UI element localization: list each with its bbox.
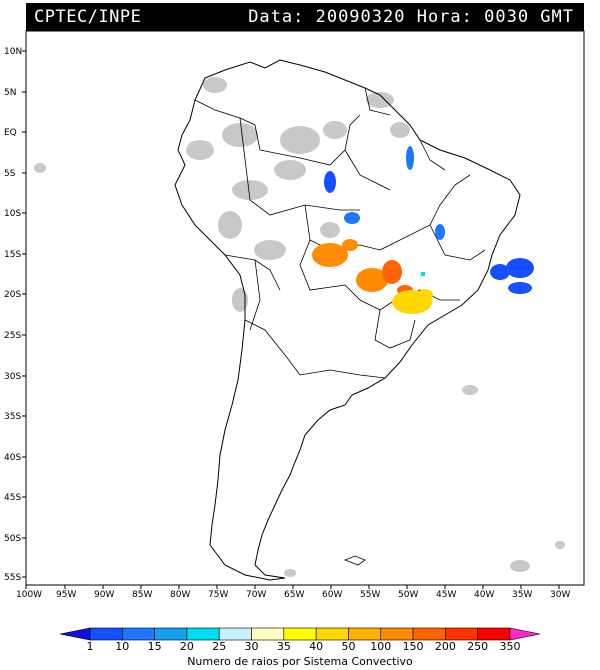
legend-swatch [315, 627, 349, 641]
cloud-cover [34, 77, 565, 577]
lat-label: 55S [4, 573, 21, 583]
lat-label: EQ [4, 128, 17, 138]
legend-swatch [218, 627, 252, 641]
legend-tick-labels: 1 10 15 20 25 30 35 40 50 100 150 200 250 350 [87, 640, 521, 653]
legend-tick-label: 10 [115, 640, 129, 653]
legend-swatch [509, 627, 541, 641]
legend-tick-label: 20 [180, 640, 194, 653]
lat-label: 45S [4, 493, 21, 503]
lon-label: 95W [56, 590, 76, 600]
lat-label: 20S [4, 290, 21, 300]
latitude-labels: 10N 5N EQ 5S 10S 15S 20S 25S 30S 35S 40S… [4, 47, 22, 583]
legend-tick-label: 150 [403, 640, 424, 653]
legend-swatch [122, 627, 155, 641]
legend-swatch [348, 627, 382, 641]
lat-label: 50S [4, 534, 21, 544]
legend-tick-label: 1 [87, 640, 94, 653]
map-frame [25, 30, 585, 586]
lon-label: 45W [436, 590, 456, 600]
lat-label: 10S [4, 209, 21, 219]
legend-title: Numero de raios por Sistema Convectivo [187, 655, 413, 668]
legend-swatch [412, 627, 446, 641]
lat-label: 35S [4, 412, 21, 422]
lon-label: 40W [474, 590, 494, 600]
lon-label: 35W [512, 590, 532, 600]
south-america-outline [174, 59, 521, 581]
legend-tick-label: 100 [370, 640, 391, 653]
lon-label: 85W [132, 590, 152, 600]
legend-swatch [477, 627, 511, 641]
date-time-label: Data: 20090320 Hora: 0030 GMT [248, 7, 574, 27]
country-borders [194, 87, 486, 379]
lon-label: 70W [246, 590, 266, 600]
legend-tick-label: 15 [148, 640, 162, 653]
lat-label: 30S [4, 372, 21, 382]
title-bar: CPTEC/INPE Data: 20090320 Hora: 0030 GMT [26, 3, 584, 31]
longitude-labels: 100W 95W 90W 85W 80W 75W 70W 65W 60W 55W… [16, 590, 570, 600]
lat-label: 15S [4, 250, 21, 260]
legend-swatch [59, 627, 91, 641]
falkland-islands [343, 555, 366, 566]
longitude-ticks [25, 585, 560, 589]
legend-swatch [445, 627, 478, 641]
legend-tick-label: 40 [309, 640, 323, 653]
organization-label: CPTEC/INPE [34, 7, 142, 27]
legend-swatch [380, 627, 414, 641]
lat-label: 5N [4, 88, 16, 98]
convective-systems [312, 146, 534, 314]
legend-swatch [283, 627, 317, 641]
lon-label: 55W [360, 590, 380, 600]
lat-label: 5S [4, 169, 16, 179]
legend-swatch [154, 627, 188, 641]
lat-label: 40S [4, 453, 21, 463]
color-legend [59, 627, 541, 641]
lon-label: 30W [550, 590, 570, 600]
lon-label: 50W [398, 590, 418, 600]
legend-tick-label: 25 [212, 640, 226, 653]
legend-tick-label: 30 [245, 640, 259, 653]
legend-tick-label: 350 [500, 640, 521, 653]
legend-swatch [186, 627, 220, 641]
legend-tick-label: 35 [277, 640, 291, 653]
lon-label: 65W [284, 590, 304, 600]
lon-label: 80W [170, 590, 190, 600]
lon-label: 100W [16, 590, 42, 600]
lon-label: 60W [322, 590, 342, 600]
legend-tick-label: 200 [435, 640, 456, 653]
lon-label: 90W [94, 590, 114, 600]
lat-label: 10N [4, 47, 22, 57]
legend-swatch [251, 627, 285, 641]
lon-label: 75W [208, 590, 228, 600]
latitude-ticks [22, 50, 26, 578]
legend-tick-label: 250 [467, 640, 488, 653]
lat-label: 25S [4, 331, 21, 341]
legend-tick-label: 50 [341, 640, 355, 653]
legend-swatch [89, 627, 123, 641]
